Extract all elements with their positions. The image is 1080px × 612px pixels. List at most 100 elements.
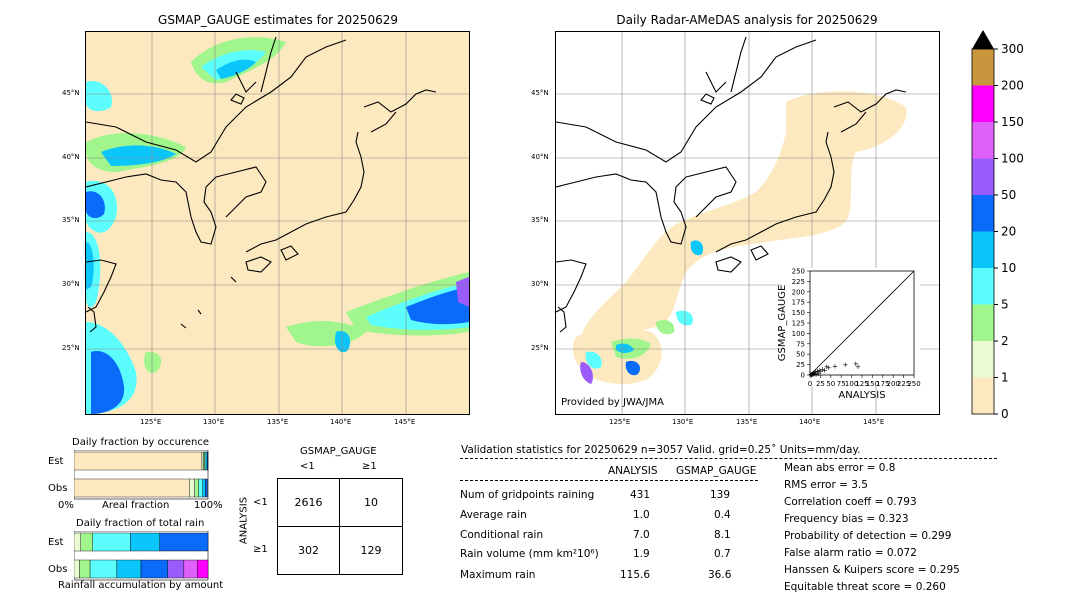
validation-header: Validation statistics for 20250629 n=305… [461,444,861,456]
occurrence-segment [198,478,203,498]
scatter-x-tick-label: 25 [816,380,825,388]
colorbar-tick-label: 10 [1001,261,1016,275]
scatter-x-tick-label: 250 [907,380,920,388]
left-lat-40: 40°N [62,153,80,161]
colorbar-extend-arrow [972,30,994,49]
contingency-hline [278,526,402,527]
scatter-y-tick-label: 50 [796,351,805,359]
occurrence-axis-mid: Areal fraction [102,500,170,511]
validation-row-analysis: 431 [630,489,651,501]
left-lat-30: 30°N [62,280,80,288]
scatter-y-tick-label: 75 [796,340,805,348]
analysis-region [572,91,907,384]
colorbar-tick-label: 50 [1001,188,1016,202]
occurrence-obs-label: Obs [48,483,68,494]
provider-note: Provided by JWA/JMA [561,397,664,408]
colorbar-segment [972,377,994,414]
scatter-point: + [820,365,826,373]
left-lon-135: 135°E [267,418,289,426]
score-far: False alarm ratio = 0.072 [784,547,917,559]
contingency-cell-11: 2616 [294,496,323,509]
scatter-point: + [817,368,823,376]
validation-col-gsmap: GSMAP_GAUGE [676,465,757,477]
validation-row-gsmap: 36.6 [708,569,732,581]
occurrence-segment [194,478,199,498]
total-rain-segment [116,559,142,579]
scatter-y-tick-label: 25 [796,361,805,369]
total-rain-segment [159,532,209,552]
validation-row-analysis: 115.6 [620,569,651,581]
contingency-row-ge: ≥1 [253,544,268,555]
colorbar-tick-label: 2 [1001,334,1009,348]
scatter-point: + [808,371,814,379]
colorbar-segment [972,195,994,232]
right-lon-125: 125°E [609,418,631,426]
occurrence-axis-right: 100% [194,500,223,511]
rain-patches [86,37,469,414]
score-rmse: RMS error = 3.5 [784,479,868,491]
occurrence-segment [205,478,208,498]
scatter-point: + [809,370,815,378]
scatter-y-tick-label: 0 [801,372,805,380]
scatter-y-tick-label: 200 [792,288,805,296]
occurrence-segment [201,451,204,471]
validation-row-gsmap: 0.7 [714,548,731,560]
occurrence-segment [189,478,195,498]
scatter-x-tick-label: 150 [866,380,879,388]
scatter-point: + [855,363,861,371]
contingency-cell-12: 10 [364,496,378,509]
scatter-y-tick-label: 100 [792,330,805,338]
colorbar-tick-label: 5 [1001,298,1009,312]
occurrence-segment [204,451,207,471]
validation-row-label: Average rain [460,509,527,521]
validation-row: Average rain 1.0 0.4 [460,509,760,527]
scatter-y-tick-label: 125 [792,320,805,328]
scatter-point: + [853,360,859,368]
left-map[interactable] [85,31,470,415]
left-lat-45: 45°N [62,89,80,97]
scatter-y-tick-label: 175 [792,299,805,307]
validation-row-gsmap: 8.1 [714,529,731,541]
validation-row-analysis: 7.0 [633,529,650,541]
contingency-col-ge: ≥1 [362,461,377,472]
validation-row-label: Conditional rain [460,529,544,541]
total-rain-segment [79,559,91,579]
total-rain-segment [183,559,198,579]
occurrence-segment [205,451,208,471]
total-rain-est-label: Est [48,537,64,548]
scatter-y-tick-label: 150 [792,309,805,317]
scatter-point: + [816,367,822,375]
scatter-xlabel: ANALYSIS [838,390,885,401]
contingency-col-header: GSMAP_GAUGE [300,446,377,457]
score-frequency-bias: Frequency bias = 0.323 [784,513,909,525]
right-coastline [556,36,907,333]
scatter-point: + [813,368,819,376]
right-lon-130: 130°E [672,418,694,426]
occurrence-segment [202,478,206,498]
left-lat-35: 35°N [62,216,80,224]
colorbar-segment [972,158,994,195]
right-lon-135: 135°E [736,418,758,426]
scatter-point: + [826,364,832,372]
total-rain-axis-label: Rainfall accumulation by amount [58,580,224,591]
total-rain-segment [74,559,80,579]
right-lat-25: 25°N [531,344,549,352]
occurrence-axis-left: 0% [58,500,74,511]
colorbar-segment [972,268,994,305]
left-lon-145: 145°E [394,418,416,426]
scatter-x-tick-label: 50 [826,380,835,388]
contingency-cell-22: 129 [360,544,382,557]
contingency-col-lt: <1 [300,461,315,472]
validation-row-analysis: 1.9 [633,548,650,560]
scatter-point: + [815,367,821,375]
scatter-x-tick-label: 125 [855,380,868,388]
total-rain-obs-label: Obs [48,564,68,575]
scatter-x-tick-label: 175 [876,380,889,388]
validation-row-gsmap: 0.4 [714,509,731,521]
colorbar-segment [972,49,994,86]
occurrence-axes-frame [74,450,209,500]
left-lon-130: 130°E [203,418,225,426]
scatter-point: + [842,361,848,369]
scatter-point: + [811,369,817,377]
occurrence-chart [74,450,209,500]
